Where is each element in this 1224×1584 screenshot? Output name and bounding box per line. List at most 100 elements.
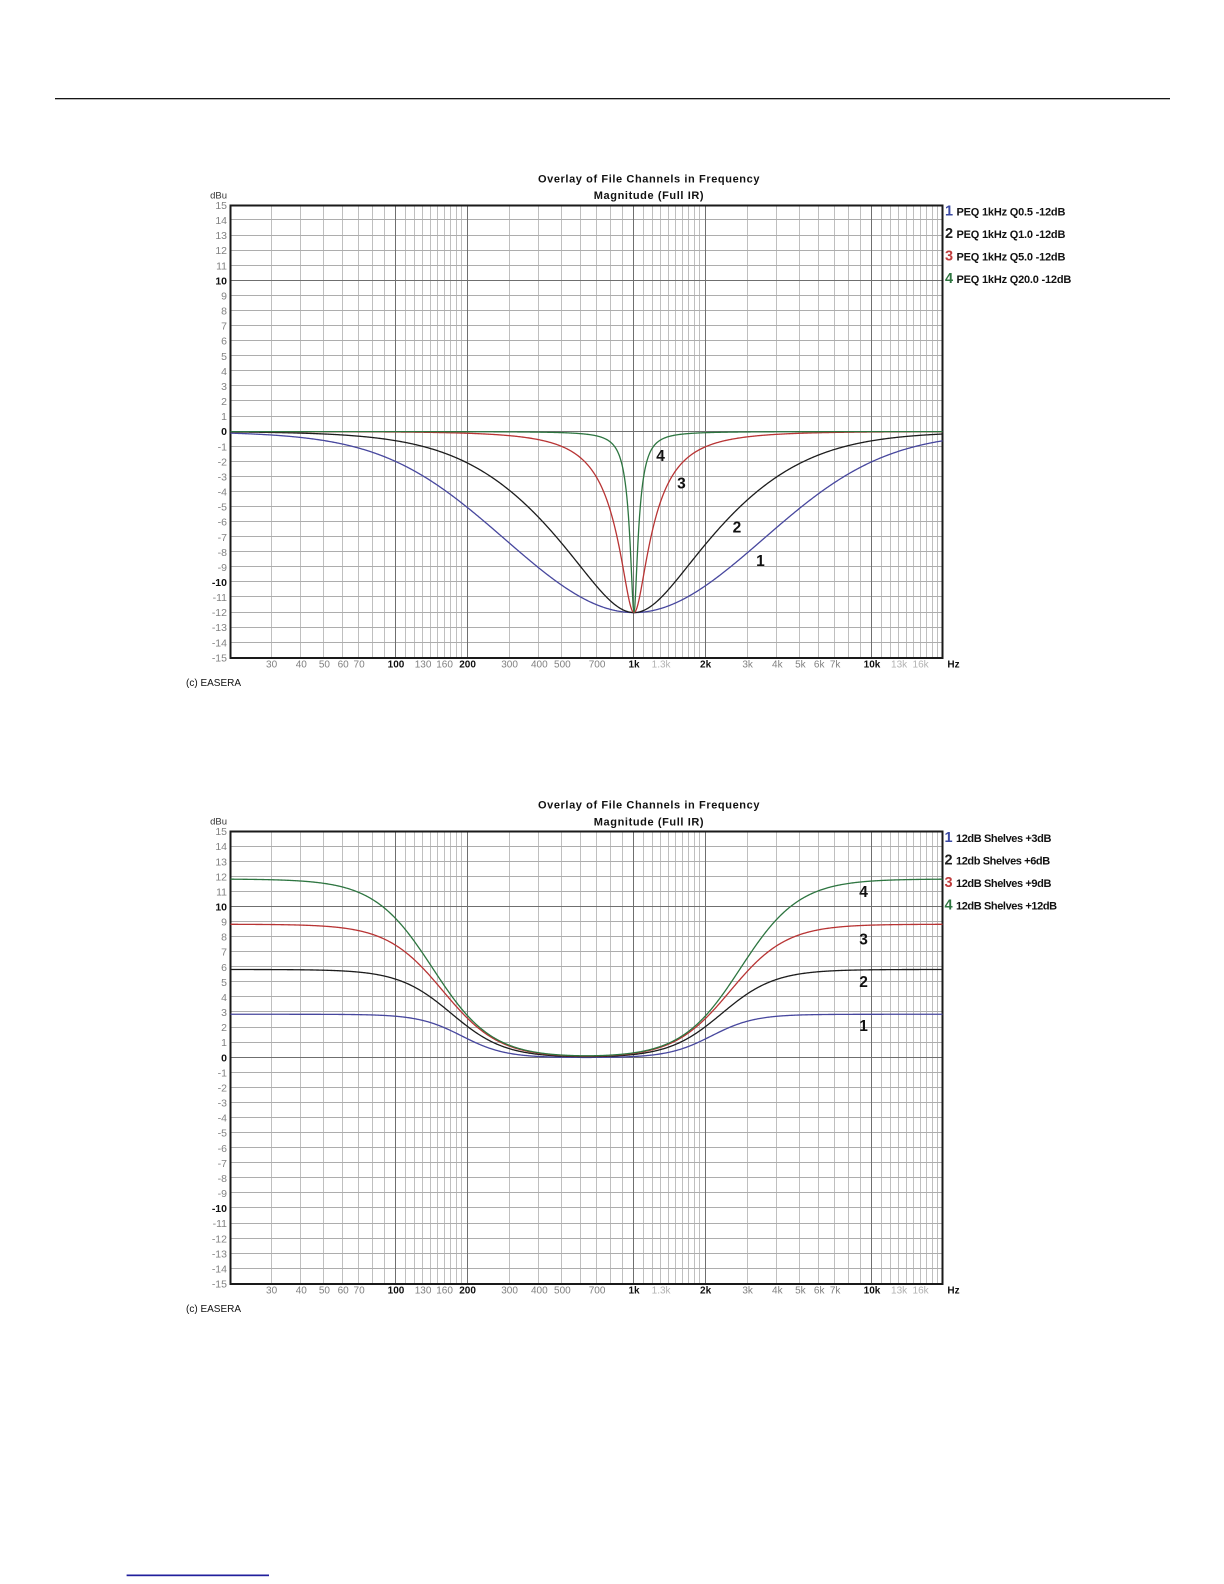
svg-text:14: 14 [215,215,227,227]
svg-text:13k: 13k [891,659,908,670]
svg-text:2k: 2k [700,659,712,670]
svg-text:8: 8 [221,932,227,944]
svg-text:16k: 16k [913,659,930,670]
svg-text:3k: 3k [742,1286,754,1297]
svg-text:4: 4 [221,366,227,378]
svg-text:0: 0 [221,1052,227,1064]
svg-text:300: 300 [501,1286,518,1297]
svg-text:50: 50 [319,1286,331,1297]
svg-text:Magnitude (Full IR): Magnitude (Full IR) [594,816,704,828]
svg-text:1: 1 [221,1037,227,1049]
svg-text:-14: -14 [212,1263,227,1275]
svg-text:5k: 5k [795,659,807,670]
svg-text:15: 15 [215,826,227,838]
svg-text:500: 500 [554,1286,571,1297]
svg-text:-8: -8 [218,1173,227,1185]
svg-text:2: 2 [733,520,742,537]
svg-text:PEQ 1kHz Q0.5 -12dB: PEQ 1kHz Q0.5 -12dB [957,207,1066,219]
svg-text:100: 100 [388,659,405,670]
svg-text:7: 7 [221,321,227,333]
svg-text:Overlay of File Channels in Fr: Overlay of File Channels in Frequency [538,800,760,812]
svg-text:2: 2 [221,1022,227,1034]
svg-text:1: 1 [756,553,765,570]
svg-text:13: 13 [215,230,227,242]
svg-text:3: 3 [221,381,227,393]
svg-text:-15: -15 [212,1279,227,1291]
svg-text:7k: 7k [830,1286,842,1297]
svg-text:500: 500 [554,659,571,670]
svg-text:70: 70 [354,659,366,670]
svg-text:-2: -2 [218,1083,227,1095]
svg-text:PEQ 1kHz Q5.0 -12dB: PEQ 1kHz Q5.0 -12dB [957,252,1066,264]
svg-text:1.3k: 1.3k [652,659,672,670]
svg-text:10: 10 [215,275,227,287]
svg-text:7: 7 [221,947,227,959]
svg-text:14: 14 [215,841,227,853]
svg-text:9: 9 [221,917,227,929]
svg-text:-14: -14 [212,637,227,649]
svg-text:Magnitude (Full IR): Magnitude (Full IR) [594,190,704,202]
svg-text:4: 4 [859,884,868,901]
svg-text:3k: 3k [742,659,754,670]
svg-text:-4: -4 [218,1113,227,1125]
svg-text:6: 6 [221,962,227,974]
svg-text:10: 10 [215,902,227,914]
svg-text:130: 130 [415,659,432,670]
svg-text:-11: -11 [213,1218,228,1230]
svg-text:-15: -15 [212,652,227,664]
svg-text:-12: -12 [212,1233,227,1245]
svg-text:11: 11 [216,886,227,898]
svg-text:-7: -7 [218,1158,227,1170]
svg-text:2: 2 [859,974,868,991]
svg-text:700: 700 [589,1286,606,1297]
svg-text:10k: 10k [864,1286,881,1297]
svg-text:12dB Shelves +9dB: 12dB Shelves +9dB [956,878,1051,890]
svg-text:2: 2 [221,396,227,408]
svg-text:-8: -8 [218,547,227,559]
svg-text:5: 5 [221,977,227,989]
svg-text:-1: -1 [218,1067,227,1079]
svg-text:-9: -9 [218,562,227,574]
svg-text:-9: -9 [218,1188,227,1200]
svg-text:1: 1 [945,830,953,846]
svg-text:-13: -13 [212,622,227,634]
svg-text:-3: -3 [218,471,227,483]
svg-text:3: 3 [677,476,686,493]
svg-text:40: 40 [296,659,308,670]
svg-text:11: 11 [216,260,227,272]
svg-text:160: 160 [436,1286,453,1297]
svg-text:16k: 16k [913,1286,930,1297]
svg-text:300: 300 [501,659,518,670]
svg-text:-6: -6 [218,1143,227,1155]
svg-text:70: 70 [354,1286,366,1297]
svg-text:15: 15 [215,200,227,212]
svg-text:12: 12 [215,871,227,883]
svg-text:7k: 7k [830,659,842,670]
svg-text:-10: -10 [212,577,227,589]
svg-text:30: 30 [266,1286,278,1297]
svg-text:1: 1 [221,411,227,423]
svg-text:Hz: Hz [947,659,959,670]
svg-text:-7: -7 [218,532,227,544]
svg-text:4: 4 [945,897,953,913]
svg-text:3: 3 [859,931,868,948]
svg-text:6k: 6k [814,1286,826,1297]
svg-text:200: 200 [459,659,476,670]
svg-text:1k: 1k [628,659,640,670]
svg-text:4k: 4k [772,1286,784,1297]
svg-text:-10: -10 [212,1203,227,1215]
svg-text:1.3k: 1.3k [652,1286,672,1297]
svg-text:dBu: dBu [210,191,227,202]
svg-text:5k: 5k [795,1286,807,1297]
svg-text:1: 1 [945,204,953,220]
svg-text:-1: -1 [218,441,227,453]
svg-text:100: 100 [388,1286,405,1297]
svg-text:400: 400 [531,1286,548,1297]
svg-text:9: 9 [221,291,227,303]
svg-text:-5: -5 [218,502,227,514]
svg-text:6: 6 [221,336,227,348]
svg-text:13: 13 [215,856,227,868]
svg-text:700: 700 [589,659,606,670]
svg-text:3: 3 [945,249,953,265]
svg-text:8: 8 [221,306,227,318]
